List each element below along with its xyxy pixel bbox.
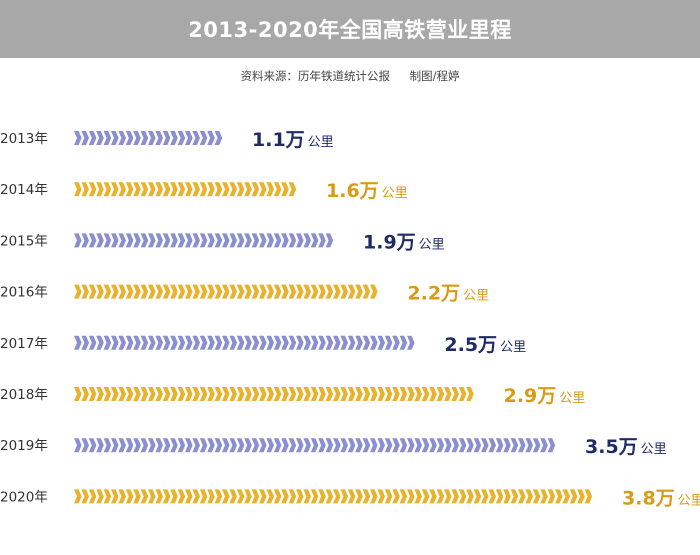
chart-title-text: 2013-2020年全国高铁营业里程 (188, 18, 512, 42)
tick-label-6: 2019年 (0, 438, 48, 454)
source-line: 资料来源：历年铁道统计公报 制图/程婷 (0, 68, 700, 84)
data-label-3: 2.2万 公里 (407, 283, 489, 305)
tick-label-0: 2013年 (0, 131, 48, 147)
tick-label-4: 2017年 (0, 336, 48, 352)
data-label-6: 3.5万 公里 (585, 436, 667, 458)
author-text: 制图/程婷 (409, 69, 460, 83)
bar-1 (74, 182, 297, 197)
data-label-7: 3.8万 公里 (622, 487, 700, 509)
tick-label-3: 2016年 (0, 285, 48, 301)
tick-label-5: 2018年 (0, 387, 48, 403)
bar-6 (74, 438, 556, 453)
data-label-1: 1.6万 公里 (326, 180, 408, 202)
source-text: 资料来源：历年铁道统计公报 (240, 69, 390, 83)
bar-0 (74, 131, 223, 145)
bar-chart: 2013年 1.1万 公里 2014年 1.6万 公里 2015年 1.9万 公里 2016年 2.… (0, 129, 700, 509)
data-label-2: 1.9万 公里 (363, 231, 445, 253)
tick-label-1: 2014年 (0, 182, 48, 198)
tick-label-7: 2020年 (0, 489, 48, 505)
bar-3 (74, 284, 378, 299)
tick-label-2: 2015年 (0, 233, 48, 249)
data-label-5: 2.9万 公里 (504, 385, 586, 407)
bar-5 (74, 387, 474, 401)
data-label-4: 2.5万 公里 (444, 334, 526, 356)
chart-title: 2013-2020年全国高铁营业里程 (0, 0, 700, 58)
bar-4 (74, 335, 415, 350)
bar-7 (74, 489, 593, 504)
bar-2 (74, 233, 334, 248)
data-label-0: 1.1万 公里 (252, 129, 334, 151)
